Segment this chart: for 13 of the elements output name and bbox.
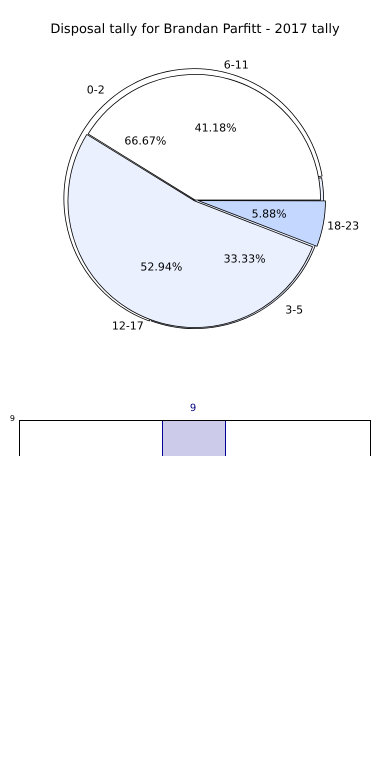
slice-label: 18-23 xyxy=(327,219,360,232)
slice-label: 0-2 xyxy=(86,83,105,96)
text: 9 xyxy=(10,414,15,423)
slice-label: 12-17 xyxy=(112,319,144,332)
slice-label: 6-11 xyxy=(224,58,249,72)
slice-label: 3-5 xyxy=(285,304,304,317)
data-label: 52.94% xyxy=(140,260,182,274)
data-label: 33.33% xyxy=(224,252,266,266)
data-label: 5.88% xyxy=(252,207,287,220)
text: 9 xyxy=(190,403,196,414)
data-label: 66.67% xyxy=(124,134,166,148)
data-label: 41.18% xyxy=(194,121,237,134)
chart-title: Disposal tally for Brandan Parfitt - 2017 tally xyxy=(49,22,341,37)
